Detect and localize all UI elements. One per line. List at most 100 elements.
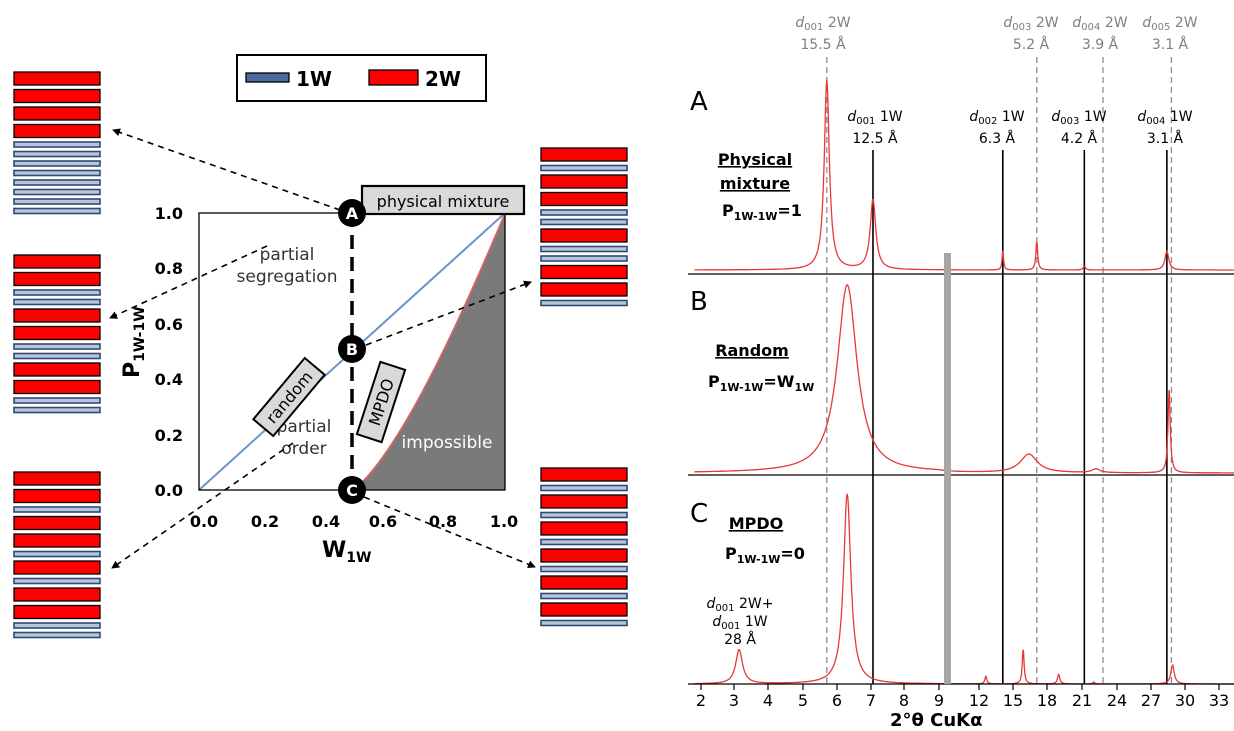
legend-swatch-2w: [368, 69, 419, 86]
label-partial-order-2: order: [281, 439, 326, 459]
arrow-b: [365, 280, 532, 346]
stack-A: [13, 71, 101, 215]
legend: 1W 2W: [236, 54, 487, 102]
stack-C: [540, 467, 628, 627]
superstructure-label: d001 2W+ d001 1W 28 Å: [707, 596, 774, 648]
layer-2w: [13, 587, 101, 602]
y-axis-label: P1W-1W: [120, 306, 148, 378]
xrd-tick-label: 21: [1072, 691, 1092, 710]
layer-1w: [540, 245, 628, 253]
layer-2w: [13, 379, 101, 395]
panel-b-eq: P1W-1W=W1W: [708, 372, 814, 394]
point-c: C: [338, 476, 366, 504]
svg-text:d001 2W+: d001 2W+: [707, 596, 774, 614]
arrow-a: [112, 128, 341, 211]
layer-1w: [13, 207, 101, 215]
y-tick: 0.6: [155, 315, 183, 334]
xrd-x-axis-title: 2°θ CuKα: [890, 710, 983, 731]
arrow-c: [363, 496, 536, 569]
legend-label-2w: 2W: [425, 67, 461, 91]
xrd-curve-b: [694, 283, 1234, 474]
layer-1w: [13, 150, 101, 158]
y-tick: 0.8: [155, 259, 183, 278]
stack-B: [540, 147, 628, 307]
svg-text:3.1 Å: 3.1 Å: [1152, 36, 1189, 53]
layer-1w: [13, 343, 101, 350]
layer-1w: [13, 160, 101, 167]
layer-2w: [13, 488, 101, 504]
y-tick: 0.4: [155, 370, 183, 389]
arrow-segregation: [109, 245, 268, 319]
xrd-patterns: A B C Physical mixture P1W-1W=1 Random P…: [688, 15, 1234, 731]
layer-1w: [13, 631, 101, 639]
xrd-tick-label: 4: [763, 691, 773, 710]
layer-1w: [540, 511, 628, 519]
layer-2w: [540, 228, 628, 243]
layer-1w: [13, 577, 101, 585]
svg-text:d005 2W: d005 2W: [1142, 15, 1197, 33]
layer-2w: [13, 325, 101, 341]
svg-text:28 Å: 28 Å: [724, 631, 756, 648]
layer-1w: [13, 506, 101, 513]
ref-2w-labels: d001 2W 15.5 Å d003 2W 5.2 Å d004 2W 3.9…: [795, 15, 1197, 53]
point-b: B: [338, 335, 366, 363]
phase-diagram: 0.0 0.2 0.4 0.6 0.8 1.0 0.0 0.2 0.4 0.6 …: [109, 128, 536, 569]
layer-2w: [13, 560, 101, 575]
y-tick: 1.0: [155, 204, 183, 223]
layer-1w: [540, 538, 628, 546]
svg-text:d004 2W: d004 2W: [1072, 15, 1127, 33]
layer-stacks: [13, 71, 628, 639]
xrd-tick-label: 8: [899, 691, 909, 710]
layer-1w: [540, 484, 628, 492]
xrd-curve-a: [694, 79, 1234, 271]
svg-text:A: A: [346, 204, 359, 223]
panel-letter-b: B: [690, 287, 708, 317]
layer-1w: [540, 164, 628, 172]
xrd-tick-label: 15: [1003, 691, 1023, 710]
layer-2w: [13, 271, 101, 287]
layer-1w: [13, 198, 101, 205]
panel-a-label-2: mixture: [720, 174, 790, 193]
panel-c-label: MPDO: [729, 514, 784, 533]
x-tick: 0.0: [190, 512, 218, 531]
layer-2w: [540, 147, 628, 162]
layer-1w: [13, 188, 101, 196]
svg-text:d001 1W: d001 1W: [847, 109, 902, 127]
svg-text:3.1 Å: 3.1 Å: [1147, 130, 1184, 147]
layer-2w: [540, 282, 628, 297]
box-mpdo: MPDO: [355, 360, 407, 444]
arrows: [109, 128, 536, 569]
layer-1w: [13, 352, 101, 360]
layer-2w: [13, 604, 101, 620]
box-physical-mixture: physical mixture: [360, 184, 526, 216]
layer-1w: [13, 289, 101, 296]
panel-letter-a: A: [690, 87, 708, 117]
svg-text:d004 1W: d004 1W: [1137, 109, 1192, 127]
layer-1w: [540, 299, 628, 307]
y-tick: 0.0: [155, 481, 183, 500]
label-partial-segregation-2: segregation: [237, 267, 338, 287]
layer-1w: [13, 397, 101, 404]
ref-1w-labels: d001 1W 12.5 Å d002 1W 6.3 Å d003 1W 4.2…: [847, 109, 1192, 147]
svg-text:12.5 Å: 12.5 Å: [852, 130, 898, 147]
layer-2w: [540, 548, 628, 563]
xrd-tick-label: 9: [934, 691, 944, 710]
layer-2w: [13, 71, 101, 86]
stack-partial-segregation: [13, 254, 101, 414]
layer-2w: [13, 533, 101, 548]
layer-2w: [540, 575, 628, 590]
panel-letter-c: C: [690, 499, 708, 529]
svg-text:4.2 Å: 4.2 Å: [1061, 130, 1098, 147]
svg-text:3.9 Å: 3.9 Å: [1082, 36, 1119, 53]
xrd-tick-label: 30: [1175, 691, 1195, 710]
svg-text:d001 1W: d001 1W: [712, 614, 767, 632]
x-tick: 0.2: [251, 512, 279, 531]
svg-text:d002 1W: d002 1W: [969, 109, 1024, 127]
xrd-tick-label: 2: [696, 691, 706, 710]
layer-2w: [540, 174, 628, 189]
xrd-tick-label: 3: [729, 691, 739, 710]
layer-2w: [13, 362, 101, 377]
layer-1w: [540, 619, 628, 627]
legend-label-1w: 1W: [296, 67, 332, 91]
